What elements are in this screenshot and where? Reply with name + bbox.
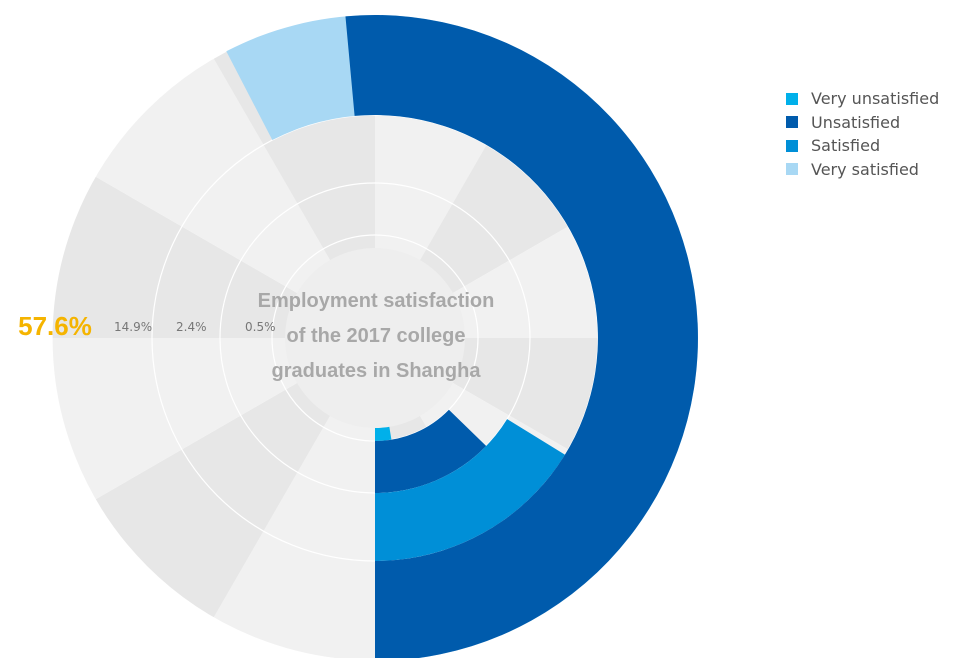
legend-label: Very satisfied [811, 159, 919, 179]
legend-swatch [786, 139, 798, 152]
value-label: 57.6% [18, 311, 92, 341]
center-disc [285, 248, 465, 428]
background-sector [52, 176, 375, 338]
legend-item-satisfied[interactable]: Satisfied [786, 134, 939, 158]
data-bars [226, 15, 698, 658]
legend-item-very-satisfied[interactable]: Very satisfied [786, 158, 939, 182]
legend-label: Unsatisfied [811, 112, 901, 132]
legend-item-very-unsatisfied[interactable]: Very unsatisfied [786, 87, 939, 111]
chart-title-line: of the 2017 college [286, 325, 466, 347]
legend-swatch [786, 116, 798, 129]
bar-unsatisfied [375, 409, 487, 493]
chart-title-line: graduates in Shangha [271, 360, 481, 382]
legend-item-unsatisfied[interactable]: Unsatisfied [786, 111, 939, 135]
background-sector [95, 338, 376, 618]
value-label: 0.5% [245, 320, 276, 334]
bar-outer-unsatisfied-band [345, 15, 698, 658]
chart-title: Employment satisfaction of the 2017 colle… [215, 284, 537, 389]
legend-label: Satisfied [811, 136, 881, 156]
value-label: 14.9% [114, 320, 152, 334]
legend-swatch [786, 163, 798, 176]
value-label: 2.4% [176, 320, 207, 334]
legend-label: Very unsatisfied [811, 89, 940, 109]
background-sector [95, 58, 376, 339]
legend-swatch [786, 92, 798, 105]
chart-title-line: Employment satisfaction [257, 290, 495, 312]
bar-satisfied [375, 419, 566, 561]
value-labels: 0.5% 2.4% 14.9% 57.6% [18, 311, 275, 341]
background-sector [52, 338, 375, 500]
legend: Very unsatisfied Unsatisfied Satisfied V… [786, 87, 939, 181]
